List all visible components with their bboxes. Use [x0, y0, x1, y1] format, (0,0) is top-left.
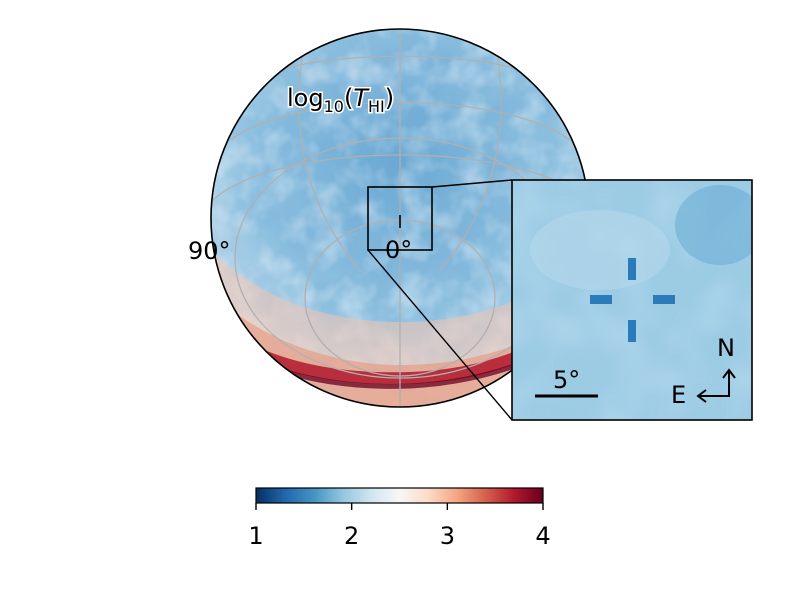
compass-east-label: E [671, 381, 686, 409]
colorbar-tick-label: 1 [248, 522, 263, 550]
colorbar-frame [255, 487, 544, 504]
crosshair-right [653, 295, 675, 304]
colorbar-gradient [256, 488, 543, 503]
colorbar: 1 2 3 4 [248, 487, 551, 550]
warm-band [211, 300, 589, 407]
inset-dense-patch [675, 185, 752, 265]
compass: N E [671, 334, 736, 409]
crosshair-bottom [628, 320, 636, 342]
compass-north-arrow [722, 368, 736, 379]
zoom-region-box [367, 186, 433, 251]
colorbar-ticks: 1 2 3 4 [248, 503, 551, 550]
crosshair-top [628, 258, 636, 280]
map-title: log10(THI) [287, 84, 394, 116]
compass-north-label: N [717, 334, 735, 362]
crosshair-left [590, 295, 612, 304]
inset-light-patch [530, 210, 670, 290]
compass-east-arrow [696, 389, 707, 403]
zoom-connector-top [431, 179, 513, 188]
target-crosshair [590, 258, 675, 342]
scale-bar-label: 5° [553, 366, 580, 394]
zoom-connector-bottom [367, 249, 513, 421]
longitude-label-90: 90° [188, 237, 231, 265]
compass-arms [698, 370, 730, 397]
colorbar-tick-label: 2 [344, 522, 359, 550]
zoom-inset: 5° N E [511, 179, 753, 421]
colorbar-tick-label: 3 [440, 522, 455, 550]
colorbar-tick-label: 4 [535, 522, 550, 550]
inset-frame [511, 179, 753, 421]
